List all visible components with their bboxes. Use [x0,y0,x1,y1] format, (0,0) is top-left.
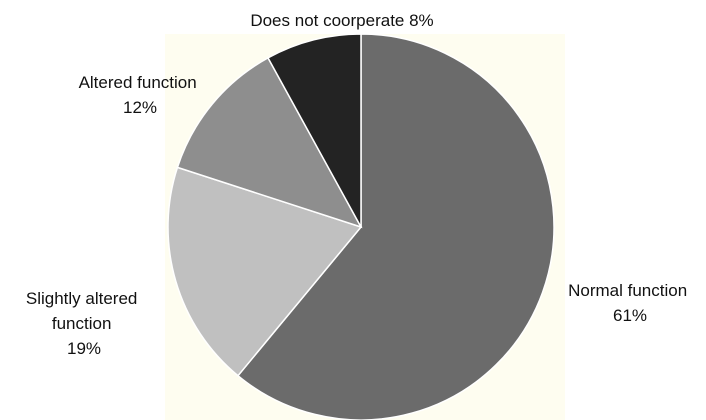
pie-slices [167,33,555,420]
slice-altered-function [176,56,363,229]
label-normal-function: Normal function 61% [568,281,692,325]
slice-labels: Normal function 61% Slightly altered fun… [26,11,692,358]
label-slightly-altered-function: Slightly altered function 19% [26,289,142,358]
label-altered-function: Altered function 12% [79,73,202,117]
slice-slightly-altered-function [167,166,363,377]
slice-normal-function [236,33,555,420]
slice-does-not-coorperate [267,33,362,228]
label-does-not-cooperate: Does not coorperate 8% [250,11,433,30]
